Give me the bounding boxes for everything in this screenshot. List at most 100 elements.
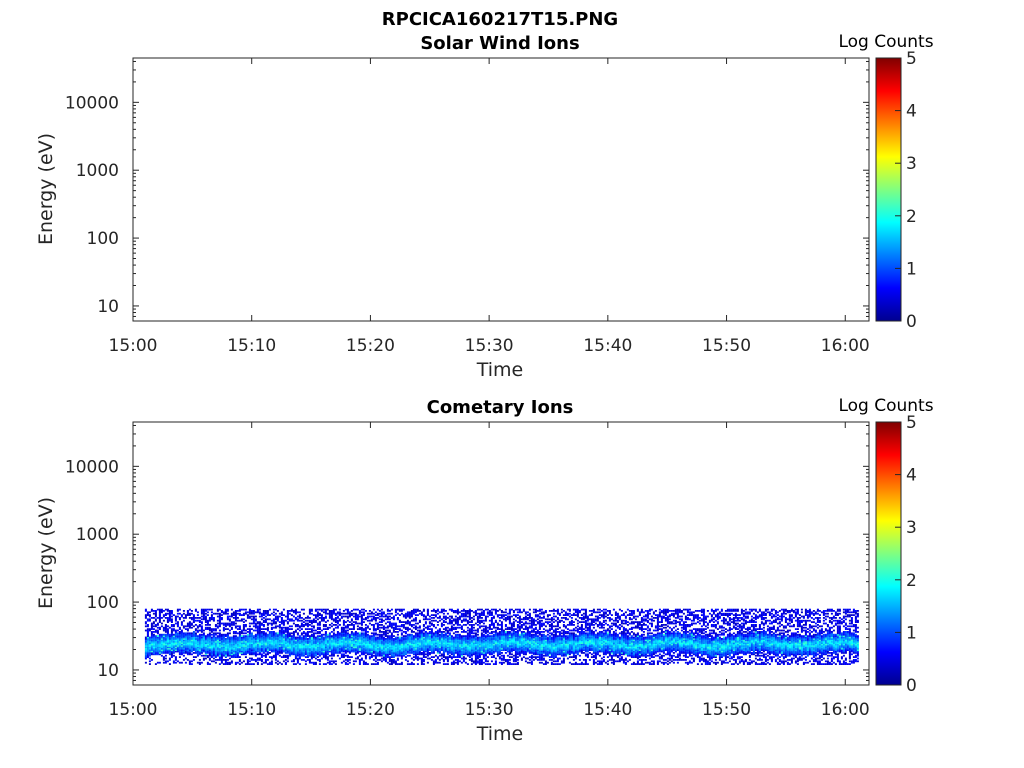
spectrogram-cell bbox=[456, 639, 459, 642]
spectrogram-cell bbox=[326, 661, 329, 664]
spectrogram-cell bbox=[388, 631, 391, 633]
spectrogram-cell bbox=[208, 654, 211, 657]
spectrogram-cell bbox=[152, 642, 155, 644]
spectrogram-cell bbox=[158, 646, 161, 649]
spectrogram-cell bbox=[466, 639, 469, 642]
spectrogram-cell bbox=[274, 645, 277, 647]
spectrogram-cell bbox=[292, 636, 295, 639]
spectrogram-cell bbox=[506, 649, 509, 651]
spectrogram-cell bbox=[168, 615, 171, 618]
spectrogram-cell bbox=[176, 624, 179, 626]
spectrogram-cell bbox=[322, 628, 325, 630]
spectrogram-cell bbox=[168, 663, 171, 665]
spectrogram-cell bbox=[420, 643, 423, 646]
spectrogram-cell bbox=[366, 631, 369, 633]
spectrogram-cell bbox=[458, 660, 461, 663]
spectrogram-cell bbox=[430, 632, 433, 635]
spectrogram-cell bbox=[432, 660, 435, 663]
spectrogram-cell bbox=[348, 614, 351, 616]
spectrogram-cell bbox=[380, 635, 383, 637]
spectrogram-cell bbox=[410, 612, 413, 615]
spectrogram-cell bbox=[380, 621, 383, 623]
spectrogram-cell bbox=[274, 657, 277, 660]
spectrogram-cell bbox=[428, 633, 431, 636]
spectrogram-cell bbox=[512, 625, 515, 628]
spectrogram-cell bbox=[216, 639, 219, 642]
spectrogram-cell bbox=[224, 646, 227, 649]
spectrogram-cell bbox=[308, 642, 311, 644]
spectrogram-cell bbox=[146, 652, 149, 654]
spectrogram-cell bbox=[146, 645, 149, 647]
spectrogram-cell bbox=[218, 633, 221, 636]
spectrogram-cell bbox=[486, 640, 489, 643]
spectrogram-cell bbox=[510, 653, 513, 656]
spectrogram-cell bbox=[346, 645, 349, 647]
spectrogram-cell bbox=[210, 650, 213, 653]
spectrogram-cell bbox=[462, 640, 465, 643]
spectrogram-cell bbox=[318, 642, 321, 644]
spectrogram-cell bbox=[432, 661, 435, 664]
spectrogram-cell bbox=[314, 632, 317, 635]
spectrogram-cell bbox=[484, 643, 487, 646]
spectrogram-cell bbox=[422, 650, 425, 653]
spectrogram-cell bbox=[428, 645, 431, 647]
spectrogram-cell bbox=[240, 608, 243, 611]
spectrogram-cell bbox=[248, 611, 251, 614]
spectrogram-cell bbox=[232, 631, 235, 633]
spectrogram-cell bbox=[458, 615, 461, 618]
spectrogram-cell bbox=[194, 639, 197, 642]
spectrogram-cell bbox=[414, 649, 417, 651]
spectrogram-cell bbox=[394, 625, 397, 628]
spectrogram-cell bbox=[204, 617, 207, 619]
spectrogram-cell bbox=[272, 640, 275, 643]
spectrogram-cell bbox=[196, 629, 199, 632]
spectrogram-cell bbox=[422, 649, 425, 651]
spectrogram-cell bbox=[166, 642, 169, 644]
spectrogram-cell bbox=[346, 610, 349, 612]
spectrogram-cell bbox=[398, 642, 401, 644]
spectrogram-cell bbox=[180, 621, 183, 623]
spectrogram-cell bbox=[388, 653, 391, 656]
spectrogram-cell bbox=[236, 646, 239, 649]
spectrogram-cell bbox=[162, 652, 165, 654]
spectrogram-cell bbox=[482, 614, 485, 616]
spectrogram-cell bbox=[282, 621, 285, 623]
spectrogram-cell bbox=[292, 659, 295, 661]
spectrogram-cell bbox=[248, 663, 251, 665]
spectrogram-cell bbox=[166, 625, 169, 628]
spectrogram-cell bbox=[454, 640, 457, 643]
spectrogram-cell bbox=[238, 639, 241, 642]
spectrogram-cell bbox=[372, 612, 375, 615]
spectrogram-cell bbox=[182, 646, 185, 649]
spectrogram-cell bbox=[332, 643, 335, 646]
spectrogram-cell bbox=[154, 663, 157, 665]
spectrogram-cell bbox=[502, 642, 505, 644]
spectrogram-cell bbox=[490, 628, 493, 630]
spectrogram-cell bbox=[510, 656, 513, 658]
spectrogram-cell bbox=[266, 611, 269, 614]
spectrogram-cell bbox=[330, 618, 333, 621]
spectrogram-cell bbox=[438, 611, 441, 614]
spectrogram-cell bbox=[492, 638, 495, 640]
spectrogram-cell bbox=[302, 632, 305, 635]
spectrogram-cell bbox=[486, 629, 489, 632]
spectrogram-cell bbox=[264, 659, 267, 661]
spectrogram-cell bbox=[196, 646, 199, 649]
spectrogram-cell bbox=[148, 652, 151, 654]
spectrogram-cell bbox=[158, 645, 161, 647]
spectrogram-cell bbox=[292, 638, 295, 640]
spectrogram-cell bbox=[338, 642, 341, 644]
spectrogram-cell bbox=[318, 608, 321, 611]
spectrogram-cell bbox=[434, 647, 437, 650]
spectrogram-cell bbox=[276, 632, 279, 635]
spectrogram-cell bbox=[196, 652, 199, 654]
spectrogram-cell bbox=[344, 632, 347, 635]
spectrogram-cell bbox=[306, 622, 309, 625]
spectrogram-cell bbox=[482, 647, 485, 650]
spectrogram-cell bbox=[252, 619, 255, 622]
spectrogram-cell bbox=[460, 636, 463, 639]
spectrogram-cell bbox=[458, 646, 461, 649]
spectrogram-cell bbox=[186, 636, 189, 639]
spectrogram-cell bbox=[182, 645, 185, 647]
